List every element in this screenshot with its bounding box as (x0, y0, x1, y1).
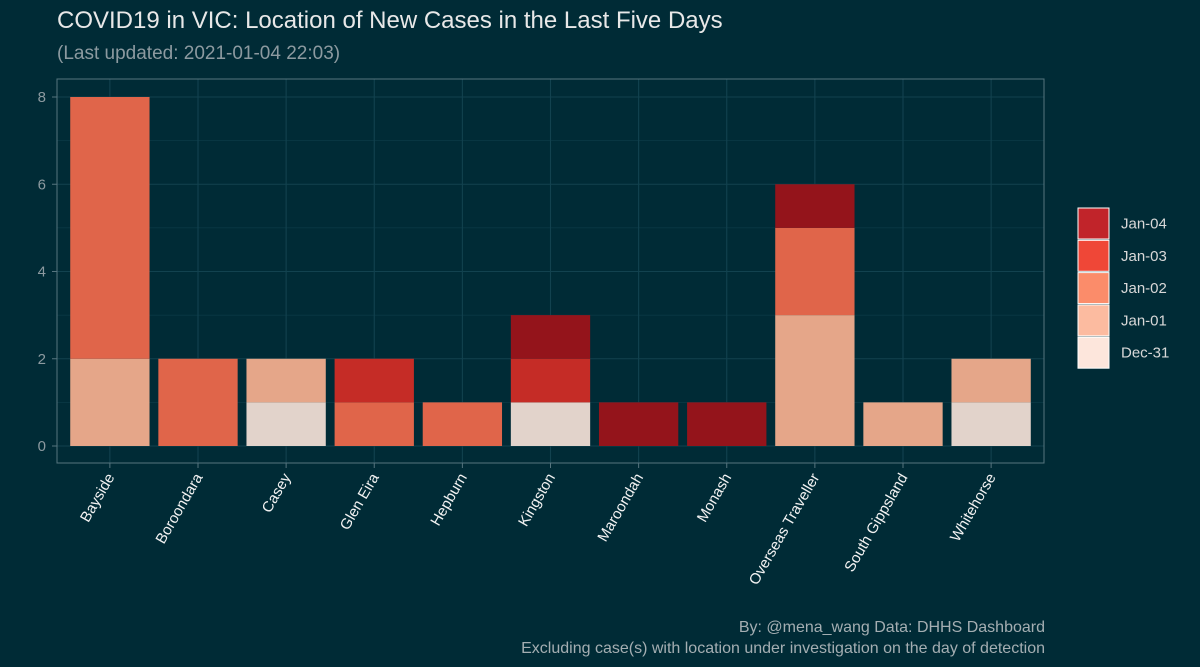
y-tick-label: 0 (38, 438, 46, 455)
bar-segment (687, 402, 767, 446)
legend-label: Jan-02 (1121, 280, 1167, 297)
bar-segment (158, 358, 238, 446)
chart-title: COVID19 in VIC: Location of New Cases in… (57, 7, 723, 34)
caption-credit: By: @mena_wang Data: DHHS Dashboard (738, 619, 1045, 636)
bar-segment (334, 358, 414, 403)
bar-segment (951, 358, 1031, 403)
bar-segment (775, 184, 855, 228)
bar-segment (510, 402, 591, 446)
chart-caption: By: @mena_wang Data: DHHS Dashboard Excl… (521, 617, 1045, 659)
x-tick-label: Monash (694, 471, 735, 526)
bar-segment (775, 227, 855, 316)
y-tick-label: 2 (38, 351, 46, 368)
x-tick-label: Boroondara (153, 470, 207, 547)
bar-segment (510, 358, 591, 403)
legend-label: Jan-03 (1121, 248, 1167, 265)
x-tick-label: Kingston (515, 471, 559, 530)
caption-note: Excluding case(s) with location under in… (521, 640, 1045, 657)
bar-segment (598, 402, 679, 446)
y-tick-label: 4 (38, 264, 46, 281)
legend-key (1077, 239, 1110, 272)
legend-key (1077, 272, 1110, 305)
x-tick-label: Casey (259, 470, 295, 516)
bar-segment (863, 402, 943, 446)
bars (70, 97, 1031, 446)
chart-subtitle: (Last updated: 2021-01-04 22:03) (57, 43, 341, 64)
bar-segment (951, 402, 1031, 446)
x-tick-label: Whitehorse (947, 471, 1000, 545)
x-tick-label: Maroondah (594, 471, 647, 545)
legend: Jan-04 Jan-03 Jan-02 Jan-01 Dec-31 (1077, 207, 1169, 369)
bar-segment (510, 315, 591, 359)
bar-segment (246, 402, 326, 446)
x-tick-label: Hepburn (427, 471, 470, 529)
legend-key (1077, 207, 1110, 240)
x-tick-label: South Gippsland (841, 471, 911, 576)
bar-segment (334, 402, 414, 446)
y-tick-label: 8 (38, 89, 46, 106)
legend-label: Jan-01 (1121, 312, 1167, 329)
legend-key (1077, 304, 1110, 337)
legend-key (1077, 336, 1110, 369)
x-tick-label: Bayside (77, 471, 118, 526)
legend-label: Jan-04 (1121, 216, 1167, 233)
bar-segment (70, 358, 150, 446)
bar-segment (70, 97, 150, 359)
x-tick-label: Glen Eira (337, 470, 383, 533)
bar-segment (775, 315, 855, 446)
y-tick-label: 6 (38, 176, 46, 193)
bar-segment (246, 358, 326, 403)
x-tick-label: Overseas Traveller (746, 470, 824, 588)
legend-label: Dec-31 (1121, 345, 1169, 362)
bar-segment (422, 402, 503, 446)
